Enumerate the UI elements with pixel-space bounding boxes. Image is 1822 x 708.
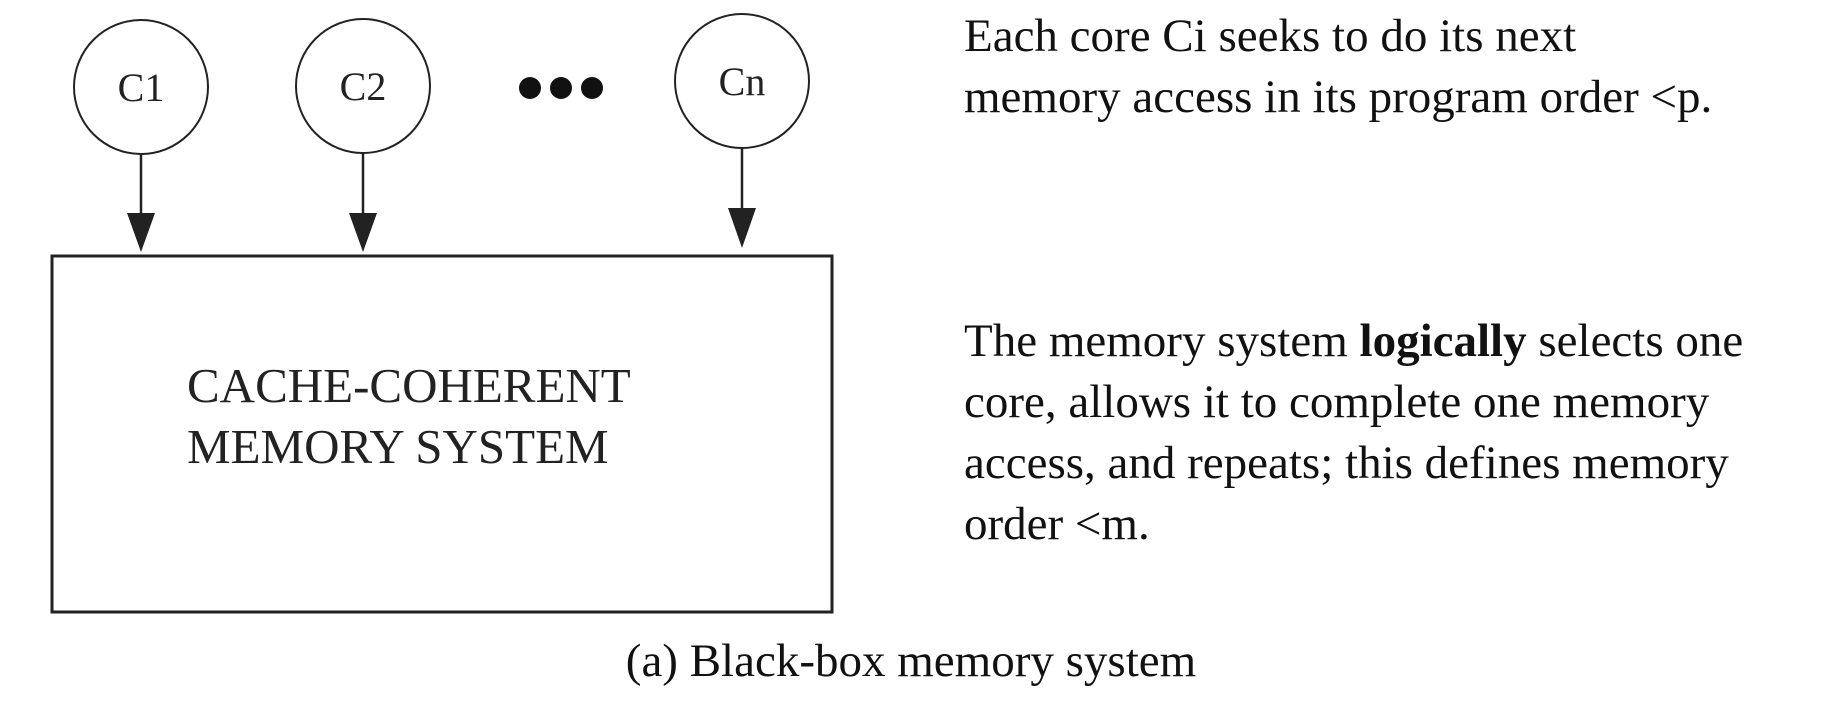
core-label: C1 bbox=[118, 65, 165, 110]
arrow-c1-to-memory bbox=[127, 154, 155, 252]
arrowhead-icon bbox=[349, 213, 377, 252]
core-label: Cn bbox=[719, 59, 766, 104]
arrow-c2-to-memory bbox=[349, 153, 377, 252]
memory-description-text: The memory system bbox=[964, 315, 1360, 367]
ellipsis-dots-icon bbox=[519, 77, 603, 99]
memory-description-text: selects one bbox=[1526, 315, 1744, 367]
arrow-cn-to-memory bbox=[728, 148, 756, 248]
memory-description-line: order <m. bbox=[964, 498, 1150, 550]
memory-description-line: access, and repeats; this defines memory bbox=[964, 437, 1729, 489]
memory-system-box: CACHE-COHERENT MEMORY SYSTEM bbox=[50, 254, 834, 614]
memory-description-line: core, allows it to complete one memory bbox=[964, 376, 1710, 428]
memory-box-label-line1: CACHE-COHERENT bbox=[187, 358, 631, 413]
arrowhead-icon bbox=[127, 213, 155, 252]
core-node-c2: C2 bbox=[295, 18, 431, 154]
memory-description: The memory system logically selects one … bbox=[964, 311, 1743, 555]
memory-box-label-line2: MEMORY SYSTEM bbox=[187, 419, 609, 474]
core-description-line: Each core Ci seeks to do its next bbox=[964, 10, 1577, 62]
arrowhead-icon bbox=[728, 208, 756, 248]
core-description: Each core Ci seeks to do its next memory… bbox=[964, 6, 1712, 128]
core-node-cn: Cn bbox=[674, 13, 810, 149]
memory-description-emphasis: logically bbox=[1359, 315, 1527, 367]
core-node-c1: C1 bbox=[73, 19, 209, 155]
memory-description-line: The memory system logically selects one bbox=[964, 311, 1743, 372]
core-description-line: memory access in its program order <p. bbox=[964, 71, 1713, 123]
core-label: C2 bbox=[340, 64, 387, 109]
figure-caption: (a) Black-box memory system bbox=[625, 635, 1197, 687]
memory-system-diagram: C1 C2 Cn CACHE-COHERENT MEMORY SYSTEM bbox=[50, 13, 834, 614]
